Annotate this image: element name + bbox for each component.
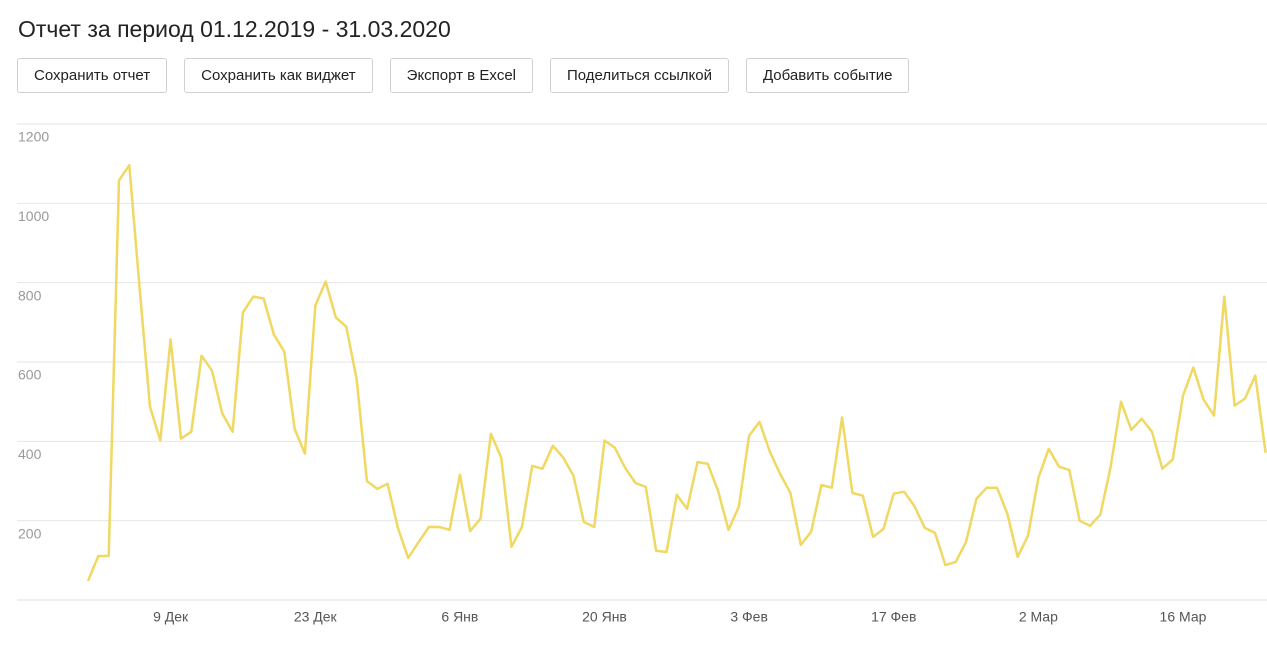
save-report-button[interactable]: Сохранить отчет	[17, 58, 168, 93]
toolbar: Сохранить отчет Сохранить как виджет Экс…	[17, 58, 910, 93]
y-tick-label: 1200	[18, 129, 49, 145]
y-tick-label: 200	[18, 525, 42, 541]
y-tick-label: 1000	[18, 208, 49, 224]
save-widget-button[interactable]: Сохранить как виджет	[184, 58, 373, 93]
x-tick-label: 3 Фев	[730, 609, 768, 625]
x-tick-label: 20 Янв	[582, 609, 627, 625]
y-tick-label: 400	[18, 446, 42, 462]
export-excel-button[interactable]: Экспорт в Excel	[389, 58, 533, 93]
add-event-button[interactable]: Добавить событие	[745, 58, 910, 93]
report-title: Отчет за период 01.12.2019 - 31.03.2020	[18, 16, 451, 42]
x-tick-label: 23 Дек	[294, 609, 338, 625]
x-tick-label: 6 Янв	[441, 609, 478, 625]
x-tick-label: 16 Мар	[1160, 609, 1207, 625]
share-link-button[interactable]: Поделиться ссылкой	[550, 58, 729, 93]
x-tick-label: 17 Фев	[871, 609, 916, 625]
line-series	[86, 164, 1267, 582]
y-tick-label: 800	[18, 287, 42, 303]
x-tick-label: 9 Дек	[153, 609, 189, 625]
y-tick-label: 600	[18, 367, 42, 383]
x-tick-label: 2 Мар	[1019, 609, 1058, 625]
